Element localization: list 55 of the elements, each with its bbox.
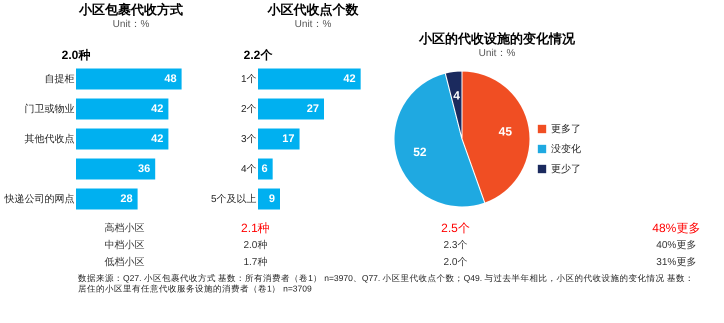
data-label: 48 [164, 73, 177, 85]
bar [76, 98, 168, 120]
y-tick-label: 1个 [240, 73, 256, 85]
data-label: 27 [306, 103, 319, 115]
bar [76, 158, 156, 180]
text: 2.0种 [62, 48, 90, 62]
chart-subtitle: Unit：% [294, 19, 332, 30]
text: 高档小区 [104, 222, 144, 234]
text: 2.0个 [444, 256, 468, 268]
text: 2.5个 [441, 221, 470, 235]
legend-label: 没变化 [551, 143, 581, 155]
text: 2.1种 [241, 221, 270, 235]
y-tick-label: 3个 [240, 133, 256, 145]
data-label: 42 [151, 133, 164, 145]
text: 31%更多 [656, 256, 696, 268]
legend-label: 更多了 [551, 123, 581, 135]
bar [258, 68, 361, 90]
data-label: 45 [498, 124, 512, 139]
text: 2.2个 [244, 48, 274, 62]
text: 1.7种 [243, 256, 268, 268]
chart-subtitle: Unit：% [478, 48, 516, 59]
data-label: 6 [262, 163, 268, 175]
bar [258, 188, 280, 210]
data-label: 36 [138, 163, 150, 175]
data-label: 4 [453, 88, 460, 102]
bar [258, 98, 324, 120]
y-tick-label: 4个 [240, 163, 256, 175]
text: 48%更多 [652, 221, 700, 235]
y-tick-label: 2个 [240, 103, 256, 115]
data-label: 42 [343, 73, 356, 85]
source-note: 数据来源：Q27. 小区包裹代收方式 基数：所有消费者（卷1） n=3970、Q77. 小区里代收点个数；Q49. 与过去半年相比，小区的代收设施的变化情况 基数：居住的小区里有任意代收服务设施的消费者（卷1） n=3709 [78, 273, 694, 294]
data-label: 17 [282, 133, 295, 145]
text: 中档小区 [104, 239, 144, 251]
legend-label: 更少了 [551, 163, 581, 175]
y-tick-label: 自提柜 [44, 73, 74, 85]
chart-subtitle: Unit：% [112, 19, 150, 30]
chart-title: 小区代收点个数 [266, 2, 360, 17]
y-tick-label: 5个及以上 [210, 193, 256, 205]
bar [76, 68, 182, 90]
chart-title: 小区包裹代收方式 [78, 2, 183, 17]
text: 2.0种 [243, 239, 268, 251]
text: 2.3个 [444, 239, 468, 251]
data-label: 28 [120, 193, 133, 205]
y-tick-label: 快递公司的网点 [4, 193, 74, 205]
bar [76, 128, 168, 150]
text: 低档小区 [104, 256, 144, 268]
y-tick-label: 门卫或物业 [24, 103, 74, 115]
data-label: 9 [268, 193, 275, 205]
y-tick-label: 其他代收点 [24, 133, 74, 145]
chart-title: 小区的代收设施的变化情况 [418, 31, 576, 46]
bar [258, 128, 300, 150]
data-label: 52 [413, 144, 427, 159]
data-label: 42 [151, 103, 164, 115]
bar [76, 188, 138, 210]
text: 40%更多 [656, 239, 696, 251]
